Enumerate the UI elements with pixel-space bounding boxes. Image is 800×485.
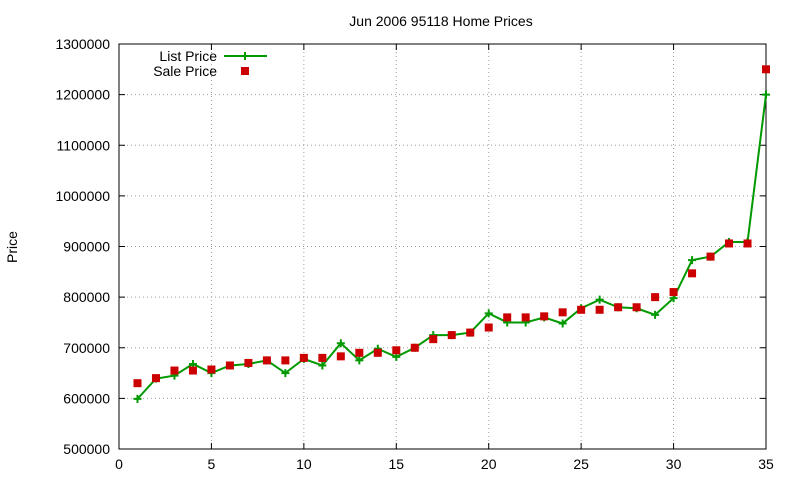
y-tick-label: 800000: [63, 289, 110, 305]
series: [133, 65, 770, 403]
y-tick-label: 1000000: [55, 188, 110, 204]
sale-price-point: [521, 313, 530, 322]
y-tick-label: 1100000: [57, 137, 111, 153]
sale-price-point: [151, 374, 160, 383]
list-price-point: [484, 309, 493, 318]
plot-frame: [118, 43, 767, 450]
list-price-point: [133, 394, 142, 403]
y-tick-label: 700000: [63, 340, 110, 356]
sale-price-point: [170, 366, 179, 375]
list-price-point: [281, 369, 290, 378]
sale-price-point: [651, 293, 660, 302]
legend-square-swatch: [241, 67, 249, 75]
list-price-point: [688, 256, 697, 265]
x-tick-label: 10: [296, 456, 312, 472]
sale-price-point: [336, 352, 345, 361]
list-price-point: [355, 356, 364, 365]
sale-price-point: [466, 328, 475, 337]
y-tick-label: 500000: [63, 441, 110, 457]
x-tick-label: 0: [115, 456, 123, 472]
sale-price-point: [669, 288, 678, 297]
chart-title: Jun 2006 95118 Home Prices: [349, 13, 532, 29]
sale-price-point: [392, 346, 401, 355]
sale-price-point: [318, 353, 327, 362]
sale-price-point: [614, 303, 623, 312]
y-tick-label: 600000: [63, 390, 110, 406]
sale-price-point: [577, 305, 586, 314]
list-price-point: [651, 310, 660, 319]
sale-price-point: [207, 365, 216, 374]
y-axis-label: Price: [4, 231, 20, 263]
sale-price-point: [706, 252, 715, 261]
list-price-point: [595, 295, 604, 304]
sale-price-point: [503, 313, 512, 322]
sale-price-point: [355, 348, 364, 357]
list-price-point: [336, 339, 345, 348]
sale-price-point: [632, 303, 641, 312]
x-tick-label: 30: [666, 456, 682, 472]
sale-price-point: [743, 239, 752, 248]
list-price-point: [318, 361, 327, 370]
sale-price-point: [484, 323, 493, 332]
sale-price-point: [595, 305, 604, 314]
x-tick-label: 20: [481, 456, 497, 472]
sale-price-point: [225, 361, 234, 370]
sale-price-point: [410, 343, 419, 352]
legend-label: Sale Price: [153, 63, 217, 79]
x-tick-label: 25: [573, 456, 589, 472]
sale-price-point: [429, 335, 438, 344]
sale-price-point: [558, 308, 567, 317]
x-tick-label: 15: [388, 456, 404, 472]
sale-price-point: [262, 356, 271, 365]
list-price-point: [558, 319, 567, 328]
y-tick-label: 1300000: [55, 36, 110, 52]
sale-price-point: [447, 331, 456, 340]
sale-price-point: [281, 356, 290, 365]
grid: [119, 44, 766, 449]
sale-price-point: [373, 348, 382, 357]
series-sale-price: [133, 65, 770, 388]
legend-label: List Price: [159, 48, 217, 64]
sale-price-point: [188, 366, 197, 375]
sale-price-point: [762, 65, 770, 74]
x-tick-label: 5: [208, 456, 216, 472]
y-tick-label: 900000: [63, 239, 110, 255]
x-tick-label: 35: [758, 456, 774, 472]
sale-price-point: [540, 312, 549, 321]
axes: 0 5 10 15 20 25 30 35 500000 600000 700000 800000 90…: [55, 36, 774, 472]
sale-price-point: [133, 379, 142, 388]
y-tick-label: 1200000: [55, 87, 110, 103]
sale-price-point: [244, 358, 253, 367]
sale-price-point: [725, 239, 734, 248]
sale-price-point: [688, 269, 697, 278]
legend-plus-swatch: [241, 52, 249, 60]
sale-price-point: [299, 353, 308, 362]
list-price-point: [762, 90, 770, 99]
